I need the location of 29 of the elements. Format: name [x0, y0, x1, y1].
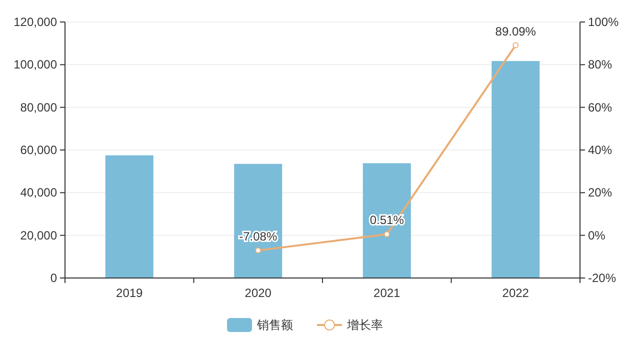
y-tick-label: 60,000	[20, 143, 58, 157]
x-tick-label: 2020	[244, 286, 272, 300]
legend-label: 增长率	[346, 318, 383, 332]
y-tick-label: 40,000	[20, 186, 58, 200]
point	[384, 231, 390, 238]
x-tick-label: 2022	[502, 286, 530, 300]
y2-tick-label: 40%	[588, 143, 612, 157]
x-tick-label: 2019	[116, 286, 144, 300]
data-label: -7.08%	[239, 229, 278, 244]
y2-tick-label: 60%	[588, 100, 612, 114]
y-tick-label: 20,000	[20, 228, 58, 242]
y2-tick-label: 0%	[588, 228, 606, 242]
legend-label: 销售额	[256, 318, 293, 332]
y2-tick-label: -20%	[588, 271, 616, 285]
bar	[362, 163, 411, 278]
data-label: 89.09%	[495, 24, 536, 38]
point	[255, 247, 262, 254]
y-tick-label: 0	[50, 271, 58, 285]
x-tick-label: 2021	[374, 286, 401, 300]
y2-tick-label: 80%	[588, 58, 612, 72]
y2-tick-label: 20%	[588, 186, 612, 200]
y-tick-label: 80,000	[20, 100, 58, 114]
y-tick-label: 120,000	[14, 15, 58, 29]
y2-tick-label: 100%	[588, 15, 620, 29]
bar	[492, 61, 540, 278]
bar	[234, 164, 282, 278]
bar	[105, 155, 154, 278]
y-tick-label: 100,000	[14, 58, 58, 72]
point	[512, 42, 519, 48]
